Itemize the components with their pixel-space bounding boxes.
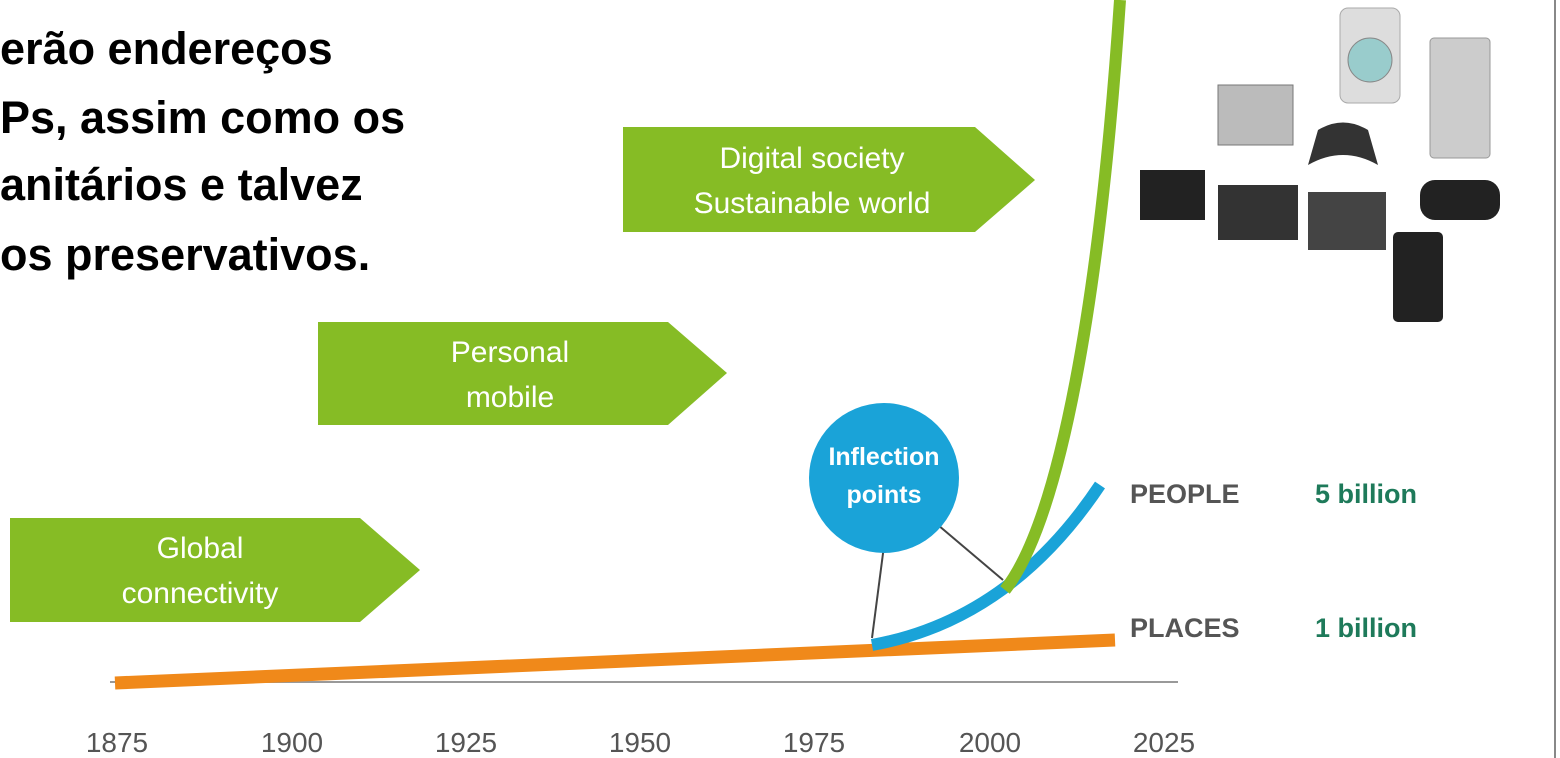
stage-arrow [10,518,420,622]
year-label: 2000 [959,727,1021,758]
year-label: 1875 [86,727,148,758]
stage-label: Personal [451,336,569,369]
heading-line: os preservativos. [0,229,370,280]
legend-name: PLACES [1130,613,1240,643]
things-curve [1000,0,1126,594]
year-label: 2025 [1133,727,1195,758]
legend-value: 1 billion [1315,613,1417,643]
stage-arrow [318,322,727,425]
year-label: 1975 [783,727,845,758]
pointer [937,524,1004,581]
people-curve [870,481,1105,651]
stage-label: Sustainable world [694,187,931,220]
legend-name: PEOPLE [1130,479,1240,509]
places-line [114,633,1116,690]
stage-arrow [623,127,1035,232]
stage-label: Digital society [719,142,904,175]
heading-line: Ps, assim como os [0,92,405,143]
inflection-label: Inflection [828,443,939,471]
heading-line: erão endereços [0,23,333,74]
heading-line: anitários e talvez [0,159,363,210]
pointer [871,537,886,639]
devices [1140,7,1500,322]
stage-label: connectivity [122,577,279,610]
stage-label: mobile [466,381,554,414]
legend-value: 5 billion [1315,479,1417,509]
year-label: 1950 [609,727,671,758]
year-label: 1900 [261,727,323,758]
year-label: 1925 [435,727,497,758]
inflection-label: points [847,481,922,509]
stage-label: Global [157,532,244,565]
inflection-circle [809,403,959,553]
